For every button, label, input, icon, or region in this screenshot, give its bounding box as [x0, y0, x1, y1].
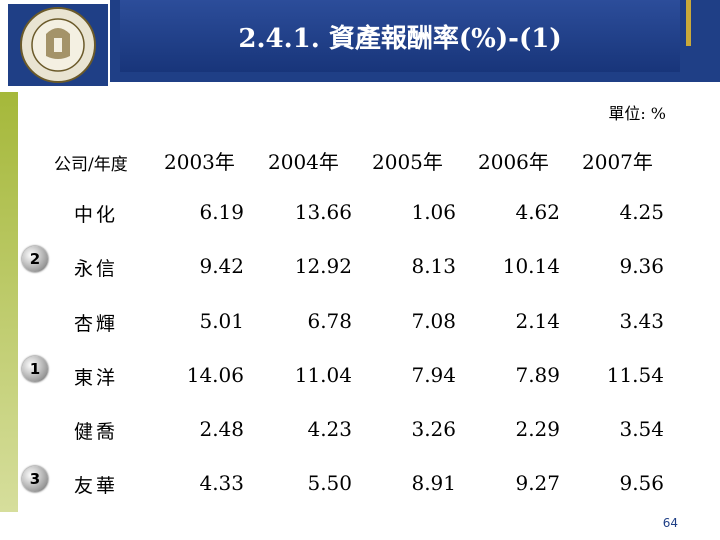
value-cell: 2.14	[515, 309, 560, 333]
company-name: 東洋	[74, 367, 119, 389]
value-cell: 4.25	[619, 200, 664, 224]
value-cell: 12.92	[294, 254, 352, 278]
company-name: 中化	[74, 204, 119, 226]
company-name: 友華	[74, 475, 119, 497]
value-cell: 3.43	[619, 309, 664, 333]
value-cell: 2.29	[515, 417, 560, 441]
column-header-2005: 2005年	[372, 150, 443, 174]
left-accent-bar	[0, 92, 18, 512]
value-cell: 5.50	[307, 471, 352, 495]
value-cell: 11.04	[294, 363, 352, 387]
university-seal-logo	[8, 4, 108, 86]
value-cell: 9.56	[619, 471, 664, 495]
value-cell: 3.26	[411, 417, 456, 441]
value-cell: 5.01	[199, 309, 244, 333]
value-cell: 9.42	[199, 254, 244, 278]
value-cell: 4.33	[199, 471, 244, 495]
column-header-2006: 2006年	[478, 150, 549, 174]
value-cell: 7.94	[411, 363, 456, 387]
rank-badge: 1	[22, 356, 48, 382]
value-cell: 1.06	[411, 200, 456, 224]
value-cell: 6.78	[307, 309, 352, 333]
header-accent-bar	[686, 0, 691, 46]
value-cell: 9.27	[515, 471, 560, 495]
company-name: 永信	[74, 258, 119, 280]
value-cell: 13.66	[294, 200, 352, 224]
column-header-2007: 2007年	[582, 150, 653, 174]
title-box	[120, 0, 680, 72]
value-cell: 6.19	[199, 200, 244, 224]
column-header-2003: 2003年	[164, 150, 235, 174]
page-number: 64	[662, 516, 678, 530]
page-title: 2.4.1. 資產報酬率(%)-(1)	[238, 24, 562, 54]
value-cell: 3.54	[619, 417, 664, 441]
value-cell: 14.06	[186, 363, 244, 387]
value-cell: 9.36	[619, 254, 664, 278]
rank-badge: 2	[22, 246, 48, 272]
value-cell: 2.48	[199, 417, 244, 441]
company-name: 健喬	[74, 421, 119, 443]
rank-badge: 3	[22, 466, 48, 492]
value-cell: 8.91	[411, 471, 456, 495]
value-cell: 11.54	[606, 363, 664, 387]
column-header-company: 公司/年度	[54, 155, 128, 175]
company-name: 杏輝	[74, 313, 119, 335]
value-cell: 8.13	[411, 254, 456, 278]
value-cell: 7.89	[515, 363, 560, 387]
unit-label: 單位: %	[608, 104, 666, 123]
value-cell: 10.14	[502, 254, 560, 278]
value-cell: 4.62	[515, 200, 560, 224]
value-cell: 7.08	[411, 309, 456, 333]
column-header-2004: 2004年	[268, 150, 339, 174]
value-cell: 4.23	[307, 417, 352, 441]
